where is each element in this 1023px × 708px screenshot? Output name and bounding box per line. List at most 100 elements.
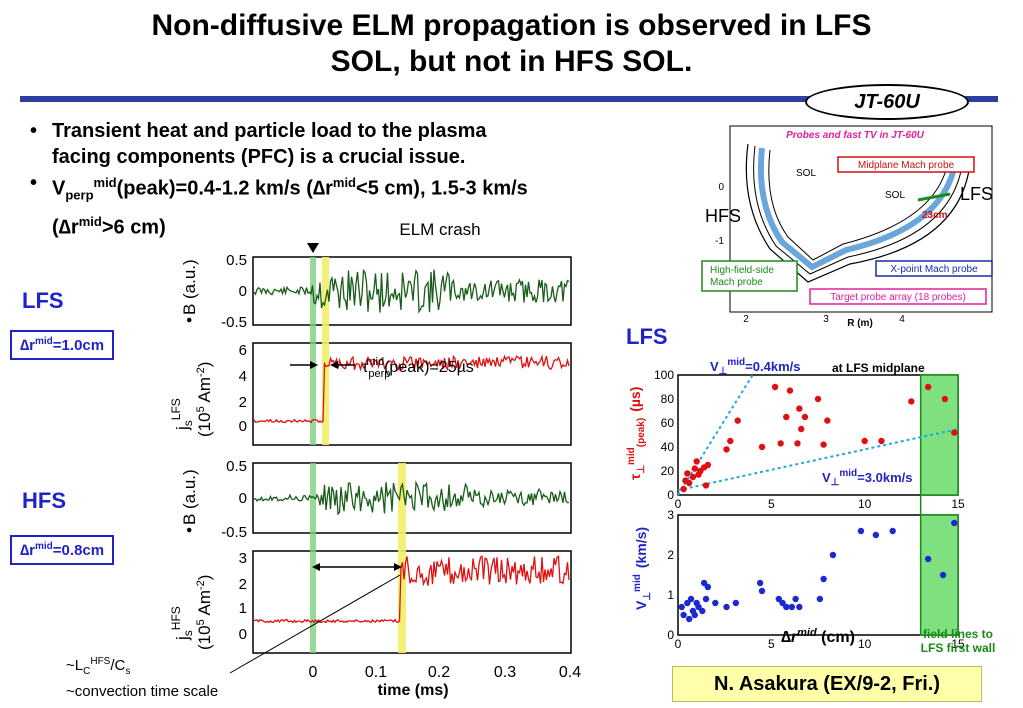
top-ytick: 100 xyxy=(654,368,674,382)
svg-text:0: 0 xyxy=(239,626,247,643)
velocity-point xyxy=(695,603,702,611)
diagram-lfs: LFS xyxy=(960,184,993,204)
tau-point xyxy=(794,440,801,447)
tau-point xyxy=(820,441,827,448)
lfs-bdot-trace xyxy=(253,268,570,314)
velocity-point xyxy=(712,599,719,607)
svg-text:0.2: 0.2 xyxy=(428,664,450,681)
tau-point xyxy=(723,446,730,453)
svg-text:0: 0 xyxy=(718,182,724,193)
velocity-point xyxy=(704,583,712,591)
velocity-point xyxy=(872,531,880,539)
plasma-sol xyxy=(757,147,957,271)
bullet-list: Transient heat and particle load to the … xyxy=(30,118,710,240)
svg-text:Target probe array (18 probes): Target probe array (18 probes) xyxy=(830,292,966,303)
shade-bottom xyxy=(919,514,959,636)
panel-hfs-js xyxy=(252,550,572,654)
elm-onset-band-lfs xyxy=(310,257,316,445)
bottom-xtick: 0 xyxy=(675,637,682,651)
velocity-point xyxy=(700,579,708,587)
tau-points xyxy=(680,383,958,493)
right-xlabel: ∆rmid (cm) xyxy=(781,627,855,646)
svg-text:0.5: 0.5 xyxy=(226,458,247,475)
author-credit: N. Asakura (EX/9-2, Fri.) xyxy=(672,666,982,702)
bottom-ytick: 2 xyxy=(667,548,674,562)
svg-text:SOL: SOL xyxy=(796,168,816,179)
tau-point xyxy=(878,437,885,445)
hfs-side-label: HFS xyxy=(22,488,66,513)
hfs-js-ylabel: jsHFS xyxy=(169,606,195,641)
velocity-point xyxy=(702,595,710,603)
velocity-point xyxy=(788,603,796,611)
tau-point xyxy=(704,461,712,469)
svg-text:6: 6 xyxy=(239,342,247,359)
top-xtick: 10 xyxy=(858,497,872,511)
tau-point xyxy=(924,383,932,391)
svg-text:Mach probe: Mach probe xyxy=(710,277,763,288)
green-note-1: field lines to xyxy=(923,627,993,641)
guide-line-0 xyxy=(677,374,754,496)
svg-text:Midplane Mach probe: Midplane Mach probe xyxy=(858,160,955,171)
tau-point xyxy=(702,482,710,489)
tau-point xyxy=(691,465,698,472)
velocity-point xyxy=(699,607,706,615)
svg-text:0.3: 0.3 xyxy=(494,664,516,681)
velocity-point xyxy=(889,527,896,535)
diagram-hfs: HFS xyxy=(705,206,741,226)
svg-text:4: 4 xyxy=(899,314,905,325)
lc-note: ~LCHFS/Cs ~convection time scale xyxy=(66,656,219,700)
svg-text:0.5: 0.5 xyxy=(226,252,247,269)
svg-text:4: 4 xyxy=(239,368,247,385)
velocity-point xyxy=(792,595,799,603)
tau-point xyxy=(786,387,794,394)
velocity-point xyxy=(796,603,803,611)
diagram-title: Probes and fast TV in JT-60U xyxy=(786,130,925,141)
hfs-js-units: (105 Am-2) xyxy=(195,575,214,650)
velocity-point xyxy=(680,611,687,619)
bullet-1: Transient heat and particle load to the … xyxy=(30,118,710,170)
at-lfs-midplane: at LFS midplane xyxy=(832,361,925,375)
tau-point xyxy=(814,395,822,403)
title-line-1: Non-diffusive ELM propagation is observe… xyxy=(151,9,872,42)
tau-point xyxy=(801,413,809,421)
velocity-point xyxy=(684,599,691,607)
top-xtick: 0 xyxy=(675,497,682,511)
time-trace-figure: ELM crash 0.5 0 -0.5 6 4 2 0 0.5 0 -0.5 … xyxy=(169,220,582,699)
time-axis-label: time (ms) xyxy=(377,682,448,699)
tau-point xyxy=(771,383,779,391)
svg-text:23cm: 23cm xyxy=(922,210,948,221)
velocity-points xyxy=(678,519,958,623)
bullet-2: Vperpmid(peak)=0.4-1.2 km/s (∆rmid<5 cm)… xyxy=(30,170,710,240)
bottom-ytick: 0 xyxy=(667,628,674,642)
svg-text:0: 0 xyxy=(239,283,247,300)
v04-label: V⊥mid=0.4km/s xyxy=(710,357,800,377)
top-ytick: 20 xyxy=(661,464,675,478)
velocity-point xyxy=(758,587,766,595)
panel-hfs-bdot xyxy=(252,462,572,534)
title-line-2: SOL, but not in HFS SOL. xyxy=(330,45,693,78)
velocity-point xyxy=(951,519,958,527)
right-lfs-label: LFS xyxy=(626,324,668,349)
slide-title: Non-diffusive ELM propagation is observe… xyxy=(0,8,1023,80)
svg-text:High-field-side: High-field-side xyxy=(710,265,774,276)
tau-point xyxy=(758,443,766,451)
top-ytick: 40 xyxy=(661,440,675,454)
target-probe-box xyxy=(809,288,987,305)
svg-text:0: 0 xyxy=(239,490,247,507)
midplane-probe-box xyxy=(837,156,975,173)
svg-text:R (m): R (m) xyxy=(847,318,873,329)
velocity-guide-lines xyxy=(677,374,959,496)
velocity-point xyxy=(678,603,685,611)
hfs-mach-box xyxy=(701,260,798,292)
top-xtick: 15 xyxy=(951,497,965,511)
velocity-point xyxy=(816,595,824,603)
elm-crash-label: ELM crash xyxy=(399,220,480,239)
velocity-point xyxy=(687,595,695,603)
tau-annotation: τperpmid(peak)=25µs xyxy=(362,356,474,380)
bottom-xtick: 10 xyxy=(858,637,872,651)
svg-text:SOL: SOL xyxy=(885,190,905,201)
top-plot-frame xyxy=(677,374,959,496)
lfs-dr-box: ∆rmid=1.0cm xyxy=(10,330,115,360)
x-tick-labels: 0 0.1 0.2 0.3 0.4 xyxy=(309,664,582,681)
